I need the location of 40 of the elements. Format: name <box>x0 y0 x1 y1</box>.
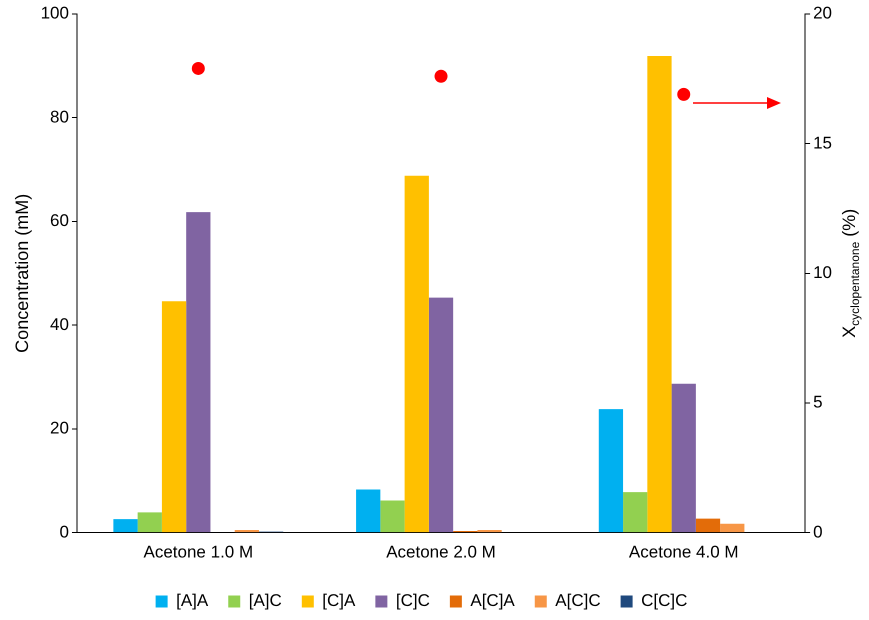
y-tick-label: 40 <box>50 314 69 334</box>
legend-label: A[C]A <box>470 591 516 610</box>
x-tick-label: Acetone 2.0 M <box>386 542 496 562</box>
y2-tick-label: 15 <box>813 133 832 152</box>
bar <box>356 490 380 532</box>
y-axis-title: Concentration (mM) <box>12 194 32 353</box>
y-tick-label: 80 <box>50 107 69 126</box>
legend-label: A[C]C <box>555 591 601 610</box>
bar <box>696 518 720 532</box>
y-tick-label: 0 <box>59 522 69 542</box>
y2-tick-label: 5 <box>813 392 823 412</box>
bar <box>623 492 648 532</box>
y-tick-label: 20 <box>50 418 69 438</box>
x-tick-label: Acetone 1.0 M <box>144 542 254 562</box>
y-tick-label: 100 <box>40 4 69 23</box>
point <box>677 88 690 101</box>
legend-label: [C]A <box>322 591 356 610</box>
y2-tick-label: 0 <box>813 522 823 542</box>
y2-tick-label: 10 <box>813 262 832 282</box>
point <box>192 62 205 75</box>
y2-axis-title: Xcyclopentanone (%) <box>839 208 862 338</box>
legend-label: [A]C <box>248 591 282 610</box>
bar <box>186 212 210 532</box>
legend-label: C[C]C <box>641 591 688 610</box>
bar <box>428 298 454 532</box>
bar <box>138 512 162 532</box>
bar <box>380 500 405 532</box>
bar <box>404 176 429 532</box>
bar <box>162 301 186 532</box>
bar <box>720 524 744 532</box>
point <box>434 70 448 83</box>
bar <box>113 519 138 532</box>
y2-tick-label: 20 <box>813 4 832 23</box>
legend-label: [C]C <box>396 591 430 610</box>
y-tick-label: 60 <box>50 211 69 230</box>
legend-label: [A]A <box>176 591 209 610</box>
bar <box>647 56 672 532</box>
x-tick-label: Acetone 4.0 M <box>628 542 739 562</box>
bar <box>598 409 624 532</box>
bar <box>672 384 696 532</box>
